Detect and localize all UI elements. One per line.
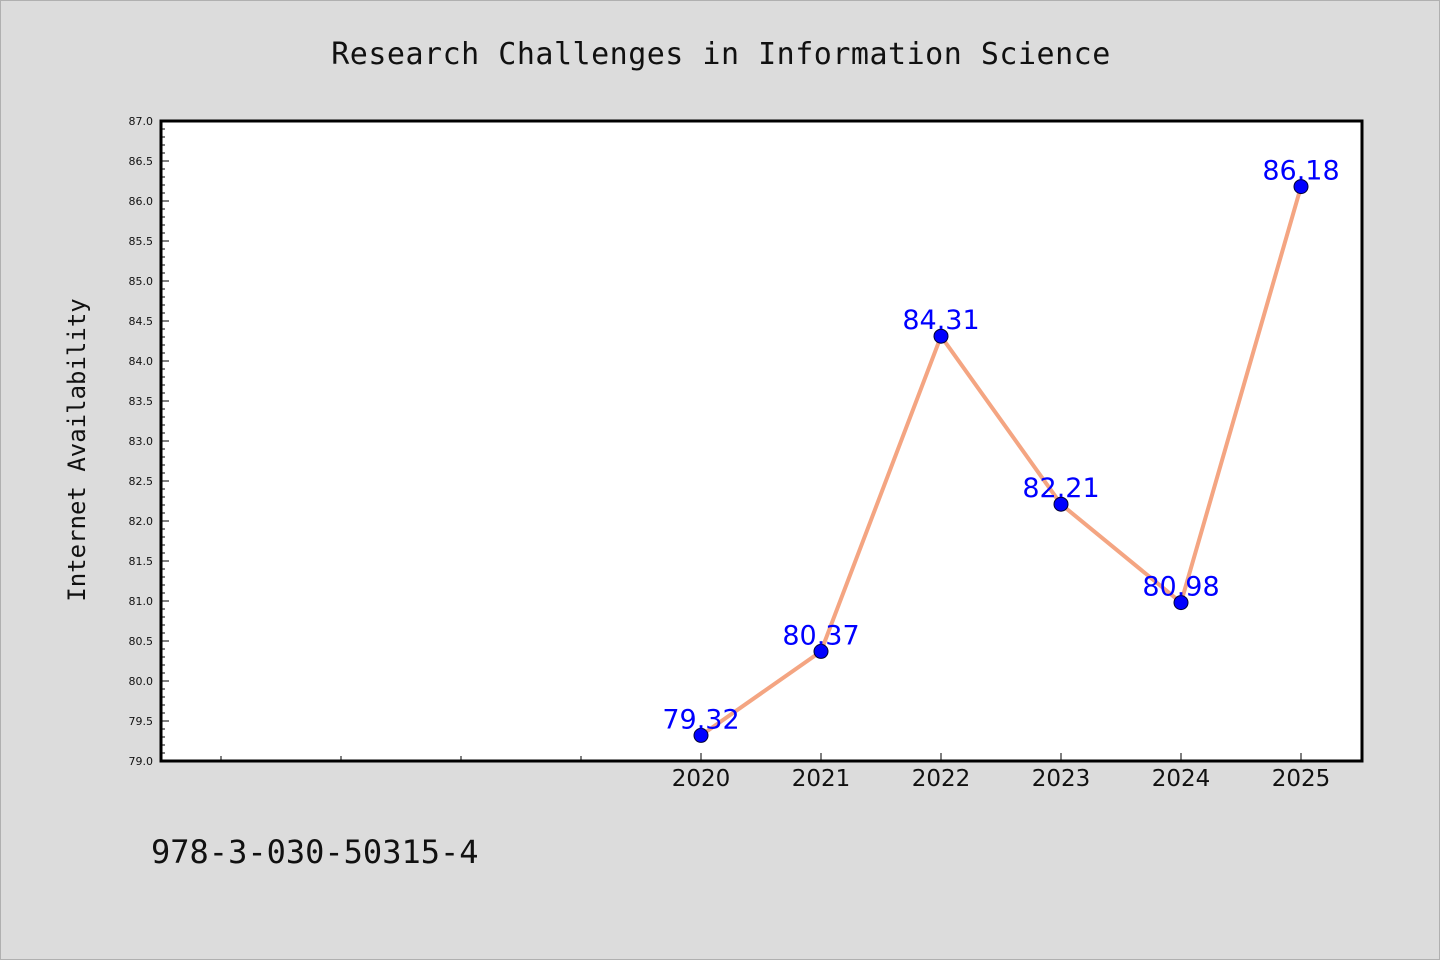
data-label: 84.31 — [902, 305, 979, 336]
series-line — [699, 186, 1303, 738]
y-tick-label: 81.5 — [129, 555, 154, 568]
chart-title: Research Challenges in Information Scien… — [331, 37, 1111, 72]
data-point — [1053, 496, 1069, 512]
y-tick-label: 84.0 — [129, 355, 154, 368]
y-tick-label: 83.0 — [129, 435, 154, 448]
y-tick-label: 82.5 — [129, 475, 154, 488]
data-label: 82.21 — [1022, 473, 1099, 504]
y-tick-label: 83.5 — [129, 395, 154, 408]
data-point — [1173, 595, 1189, 611]
y-tick-label: 86.0 — [129, 195, 154, 208]
data-point — [693, 727, 709, 743]
y-tick-label: 86.5 — [129, 155, 154, 168]
plot-frame — [159, 119, 1364, 763]
series-layer: 79.32 80.37 84.31 82.21 80.98 86.18 — [662, 156, 1340, 743]
y-tick-label: 80.5 — [129, 635, 154, 648]
y-tick-label: 85.5 — [129, 235, 154, 248]
y-tick-label: 82.0 — [129, 515, 154, 528]
y-tick-label: 80.0 — [129, 675, 154, 688]
x-axis-ticks: 2020 2021 2022 2023 2024 2025 — [220, 753, 1331, 792]
y-tick-label: 87.0 — [129, 115, 154, 128]
data-label: 79.32 — [662, 704, 739, 735]
data-label: 80.98 — [1142, 572, 1219, 603]
data-point — [1293, 179, 1309, 195]
x-tick-label: 2021 — [792, 766, 851, 792]
y-tick-label: 81.0 — [129, 595, 154, 608]
y-tick-label: 85.0 — [129, 275, 154, 288]
data-point — [933, 328, 949, 344]
x-tick-label: 2023 — [1032, 766, 1091, 792]
y-axis-label: Internet Availability — [63, 298, 91, 601]
plot-area — [161, 121, 1362, 761]
y-tick-label: 84.5 — [129, 315, 154, 328]
y-tick-label: 79.5 — [129, 715, 154, 728]
data-point — [813, 643, 829, 659]
x-tick-label: 2022 — [912, 766, 971, 792]
data-label: 80.37 — [782, 620, 859, 651]
x-tick-label: 2025 — [1272, 766, 1331, 792]
x-tick-label: 2020 — [672, 766, 731, 792]
data-label: 86.18 — [1262, 156, 1339, 187]
x-tick-label: 2024 — [1152, 766, 1211, 792]
isbn-text: 978-3-030-50315-4 — [151, 833, 479, 871]
y-tick-label: 79.0 — [129, 755, 154, 768]
